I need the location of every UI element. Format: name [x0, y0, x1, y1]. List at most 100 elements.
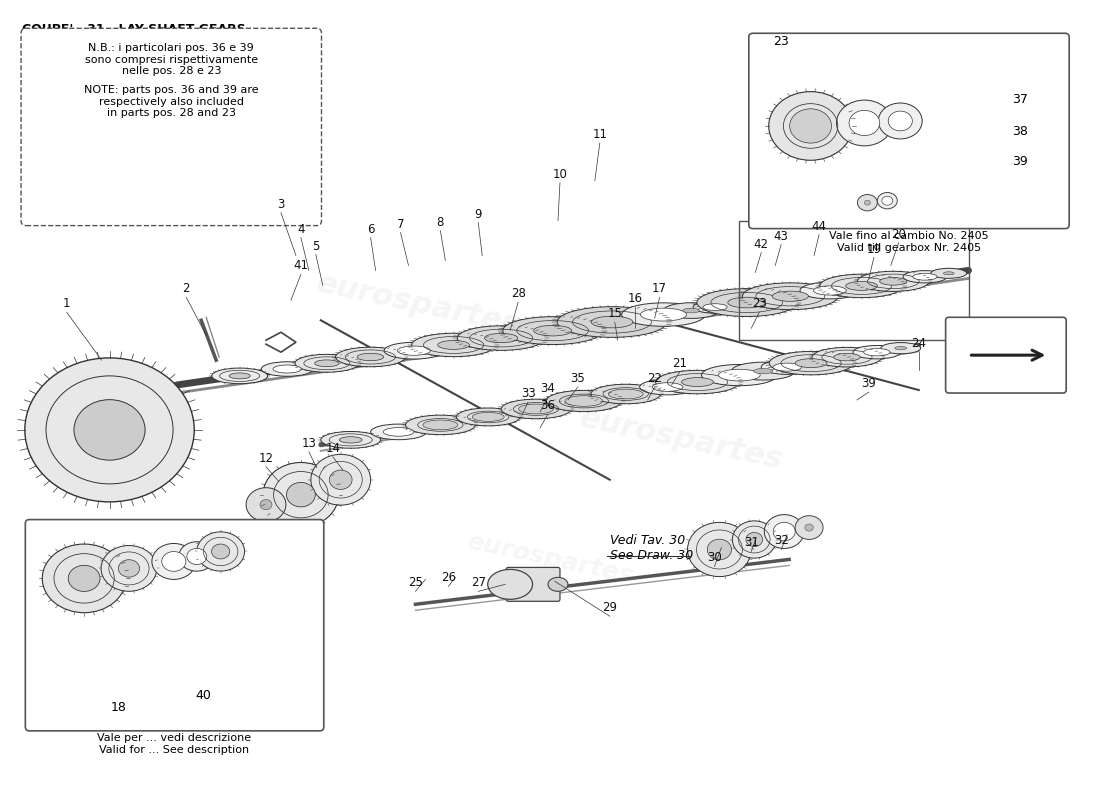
- Ellipse shape: [742, 283, 838, 310]
- Text: 28: 28: [510, 287, 526, 300]
- FancyBboxPatch shape: [946, 318, 1066, 393]
- Text: 11: 11: [592, 128, 607, 141]
- Ellipse shape: [773, 363, 802, 371]
- Ellipse shape: [260, 499, 272, 510]
- Ellipse shape: [790, 109, 832, 143]
- Text: Valid till gearbox Nr. 2405: Valid till gearbox Nr. 2405: [837, 242, 981, 253]
- Ellipse shape: [881, 342, 921, 354]
- Text: Vale per ... vedi descrizione: Vale per ... vedi descrizione: [98, 733, 252, 743]
- Ellipse shape: [456, 408, 520, 426]
- Ellipse shape: [546, 390, 622, 411]
- Text: 4: 4: [297, 222, 305, 235]
- Ellipse shape: [798, 116, 823, 136]
- Ellipse shape: [25, 358, 195, 502]
- Text: 6: 6: [367, 222, 374, 235]
- Ellipse shape: [68, 566, 100, 591]
- Text: See Draw. 30: See Draw. 30: [609, 550, 693, 562]
- Text: 34: 34: [540, 382, 556, 395]
- FancyBboxPatch shape: [21, 28, 321, 226]
- Text: 17: 17: [652, 282, 667, 295]
- Ellipse shape: [286, 482, 316, 507]
- Ellipse shape: [944, 272, 954, 275]
- Ellipse shape: [769, 92, 852, 160]
- Text: NOTE: parts pos. 36 and 39 are
respectively also included
in parts pos. 28 and 2: NOTE: parts pos. 36 and 39 are respectiv…: [84, 85, 258, 118]
- Ellipse shape: [683, 308, 700, 313]
- Ellipse shape: [880, 278, 906, 285]
- Ellipse shape: [852, 346, 901, 359]
- Ellipse shape: [640, 379, 695, 395]
- Ellipse shape: [295, 354, 359, 372]
- Ellipse shape: [903, 270, 947, 283]
- Ellipse shape: [397, 346, 430, 355]
- Ellipse shape: [526, 406, 547, 412]
- Ellipse shape: [795, 516, 823, 539]
- Text: 33: 33: [520, 387, 536, 400]
- Ellipse shape: [212, 368, 267, 384]
- Text: 12: 12: [258, 452, 274, 465]
- Ellipse shape: [703, 304, 727, 310]
- Ellipse shape: [518, 404, 553, 414]
- Text: eurospartes: eurospartes: [578, 404, 786, 476]
- Text: 38: 38: [1012, 125, 1028, 138]
- Text: 19: 19: [867, 242, 881, 255]
- Text: eurospartes: eurospartes: [314, 269, 522, 340]
- Text: 32: 32: [773, 534, 789, 547]
- Ellipse shape: [565, 396, 603, 406]
- Ellipse shape: [438, 341, 470, 350]
- Ellipse shape: [805, 524, 813, 531]
- Text: 13: 13: [301, 437, 317, 450]
- Text: 20: 20: [891, 227, 906, 241]
- Ellipse shape: [162, 551, 186, 571]
- Ellipse shape: [865, 200, 870, 205]
- Text: 23: 23: [772, 35, 789, 48]
- Text: 2: 2: [183, 282, 190, 295]
- Ellipse shape: [101, 546, 157, 591]
- Ellipse shape: [371, 424, 427, 440]
- Ellipse shape: [693, 301, 737, 314]
- Text: 31: 31: [744, 537, 759, 550]
- Text: Vedi Tav. 30: Vedi Tav. 30: [609, 534, 685, 547]
- Text: 37: 37: [1012, 93, 1028, 106]
- Ellipse shape: [879, 103, 922, 139]
- Text: 5: 5: [312, 239, 319, 253]
- Ellipse shape: [339, 437, 362, 443]
- Ellipse shape: [640, 308, 686, 321]
- Ellipse shape: [358, 354, 384, 361]
- Ellipse shape: [197, 532, 244, 571]
- Ellipse shape: [548, 578, 568, 591]
- Ellipse shape: [74, 400, 145, 460]
- Ellipse shape: [656, 370, 739, 394]
- Ellipse shape: [864, 349, 890, 356]
- Ellipse shape: [800, 282, 860, 299]
- Ellipse shape: [615, 391, 636, 397]
- Ellipse shape: [718, 370, 760, 381]
- Ellipse shape: [384, 342, 444, 359]
- Text: Valid for ... See description: Valid for ... See description: [99, 745, 250, 754]
- Ellipse shape: [772, 291, 808, 302]
- Ellipse shape: [728, 298, 766, 308]
- Text: 25: 25: [408, 576, 422, 590]
- Text: 42: 42: [754, 238, 769, 250]
- Ellipse shape: [764, 514, 804, 549]
- Ellipse shape: [246, 488, 286, 522]
- Ellipse shape: [273, 365, 301, 373]
- Text: 26: 26: [441, 571, 455, 584]
- Text: 24: 24: [911, 337, 926, 350]
- FancyBboxPatch shape: [749, 34, 1069, 229]
- Ellipse shape: [846, 282, 878, 290]
- Ellipse shape: [383, 427, 414, 436]
- Ellipse shape: [422, 420, 458, 430]
- Ellipse shape: [849, 110, 880, 135]
- Text: 14: 14: [326, 442, 340, 455]
- Ellipse shape: [591, 316, 632, 328]
- Ellipse shape: [152, 543, 196, 579]
- Ellipse shape: [119, 560, 140, 577]
- Ellipse shape: [534, 326, 572, 336]
- Text: N.B.: i particolari pos. 36 e 39
sono compresi rispettivamente
nelle pos. 28 e 2: N.B.: i particolari pos. 36 e 39 sono co…: [85, 43, 257, 77]
- Ellipse shape: [229, 373, 251, 379]
- Ellipse shape: [572, 398, 595, 404]
- Ellipse shape: [487, 570, 532, 599]
- Ellipse shape: [411, 334, 495, 357]
- Ellipse shape: [878, 193, 898, 209]
- Text: 29: 29: [603, 602, 617, 614]
